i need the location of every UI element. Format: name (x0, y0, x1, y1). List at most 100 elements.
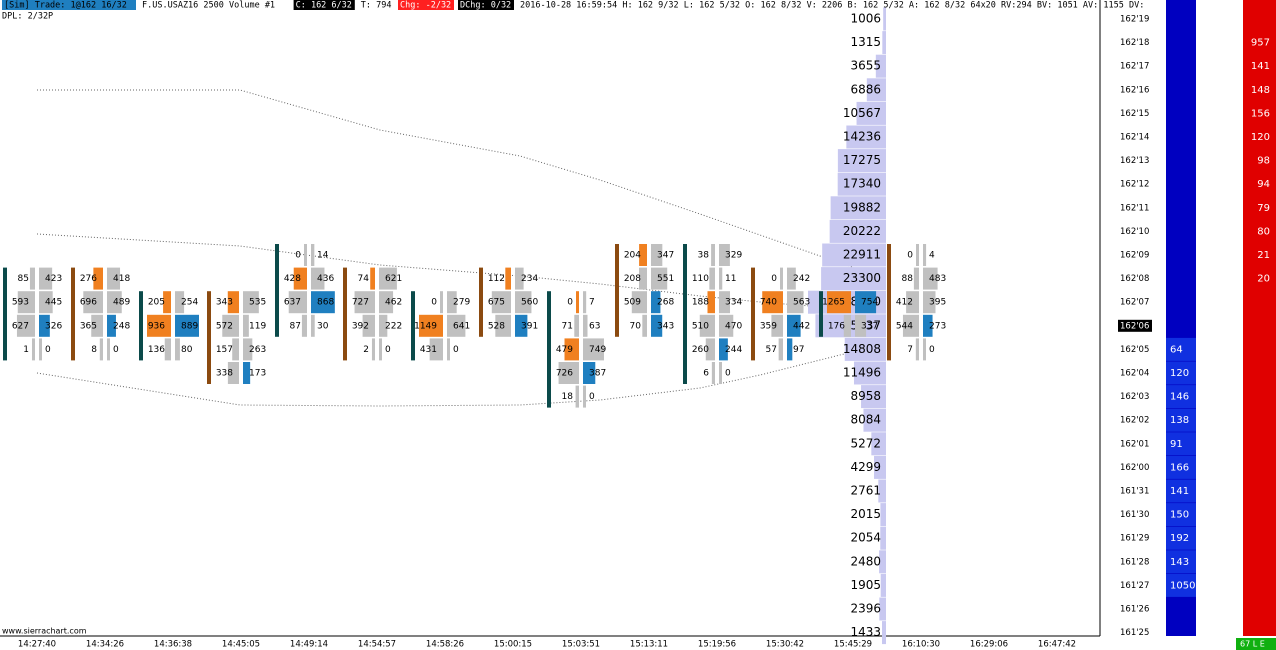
ask-label: 462 (385, 298, 402, 308)
bid-cell (232, 338, 239, 361)
profile-bar (863, 408, 886, 432)
bid-size: 150 (1170, 510, 1189, 521)
ask-cell (39, 267, 53, 290)
candle-body (3, 267, 7, 361)
profile-label: 8958 (850, 389, 881, 403)
bid-cell (491, 291, 511, 314)
ask-label: 535 (249, 298, 266, 308)
bid-cell (370, 267, 375, 290)
bid-label: 18 (562, 392, 574, 402)
bid-cell (17, 291, 35, 314)
profile-label: 20222 (843, 224, 881, 238)
ask-label: 254 (181, 298, 198, 308)
bid-label: 2 (363, 345, 369, 355)
ask-cell (243, 338, 253, 361)
time-label: 15:03:51 (562, 640, 600, 650)
bid-cell (29, 267, 35, 290)
price-label: 162'14 (1120, 133, 1149, 143)
profile-label: 2761 (850, 484, 881, 498)
ask-label: 641 (453, 321, 470, 331)
ask-cell (311, 291, 335, 314)
ask-cell (311, 244, 315, 266)
profile-bar (830, 196, 886, 220)
ask-label: 30 (317, 321, 329, 331)
profile-bar (861, 385, 886, 409)
bid-label: 726 (556, 369, 573, 379)
bid-label: 509 (624, 298, 641, 308)
ask-label: 80 (181, 345, 193, 355)
ask-cell (787, 267, 796, 290)
profile-label: 17275 (843, 153, 881, 167)
bid-cell (642, 314, 647, 337)
bid-label: 0 (907, 251, 913, 261)
profile-bar (883, 7, 886, 31)
profile-label: 1433 (850, 625, 881, 639)
time-label: 15:00:15 (494, 640, 532, 650)
ask-cell (107, 267, 121, 290)
ask-cell (855, 291, 877, 314)
bid-label: 176 (828, 321, 845, 331)
bid-cell (631, 291, 647, 314)
bid-label: 0 (567, 298, 573, 308)
candle-body (819, 291, 823, 337)
bid-cell (827, 291, 851, 314)
ask-cell (447, 314, 466, 337)
bid-label: 0 (771, 274, 777, 284)
ask-label: 445 (45, 298, 62, 308)
ask-size: 148 (1251, 85, 1270, 96)
bid-cell (288, 291, 307, 314)
status: 67 L E (1240, 640, 1265, 649)
bid-size: 64 (1170, 344, 1183, 355)
bid-size: 146 (1170, 392, 1189, 403)
bid-cell (564, 338, 579, 361)
bid-label: 71 (562, 321, 573, 331)
bid-cell (780, 267, 783, 290)
ask-label: 395 (929, 298, 946, 308)
bid-label: 727 (352, 298, 369, 308)
ask-cell (243, 314, 249, 337)
ask-label: 889 (181, 321, 198, 331)
bid-size-bg (1166, 385, 1196, 409)
ask-label: 749 (589, 345, 606, 355)
bid-label: 276 (80, 274, 97, 284)
profile-bar (879, 550, 886, 574)
profile-bar (866, 78, 886, 102)
ask-label: 173 (249, 369, 266, 379)
ask-cell (447, 338, 450, 361)
bid-cell (354, 291, 375, 314)
bid-label: 0 (431, 298, 437, 308)
bid-cell (709, 267, 715, 290)
ask-label: 0 (589, 392, 595, 402)
bid-label: 112 (488, 274, 505, 284)
ask-cell (107, 291, 122, 314)
ask-label: 423 (45, 274, 62, 284)
price-label: 162'05 (1120, 345, 1149, 355)
ask-label: 563 (793, 298, 810, 308)
time-label: 16:47:42 (1038, 640, 1076, 650)
candle-body (207, 291, 211, 384)
price-label: 162'17 (1120, 62, 1149, 72)
bid-cell (574, 314, 579, 337)
candle-body (343, 267, 347, 361)
ask-size: 94 (1257, 179, 1270, 190)
price-label: 161'27 (1120, 581, 1149, 591)
ask-cell (379, 314, 388, 337)
ask-label: 483 (929, 274, 946, 284)
bid-cell (778, 338, 783, 361)
candle-body (615, 244, 619, 337)
ask-cell (107, 338, 110, 361)
bid-size: 166 (1170, 462, 1189, 473)
ask-size: 20 (1257, 274, 1270, 285)
ask-cell (787, 338, 793, 361)
ask-label: 489 (113, 298, 130, 308)
ask-label: 418 (113, 274, 130, 284)
ask-label: 279 (453, 298, 470, 308)
time-label: 16:10:30 (902, 640, 940, 650)
ask-label: 11 (725, 274, 736, 284)
bid-cell (222, 314, 239, 337)
ask-label: 0 (725, 369, 731, 379)
profile-bar (880, 573, 886, 597)
time-label: 15:13:11 (630, 640, 668, 650)
bid-label: 338 (216, 369, 233, 379)
